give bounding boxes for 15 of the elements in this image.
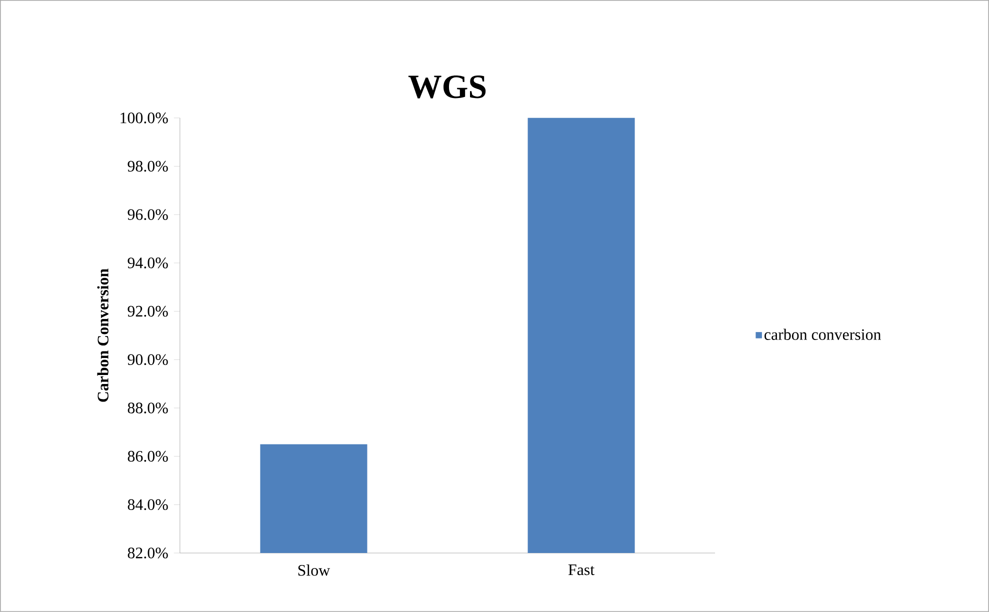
- y-tick-label: 100.0%: [120, 112, 168, 124]
- x-tick-label: Fast: [568, 564, 594, 576]
- y-tick-label: 90.0%: [128, 354, 168, 366]
- chart-title: WGS: [408, 76, 486, 98]
- y-axis-title: Carbon Conversion: [97, 268, 108, 402]
- y-tick-label: 98.0%: [128, 160, 168, 172]
- legend-label: carbon conversion: [764, 328, 882, 340]
- y-tick-label: 86.0%: [128, 450, 168, 462]
- y-tick-label: 94.0%: [128, 258, 168, 268]
- x-tick-label: Slow: [298, 564, 330, 576]
- y-tick-label: 92.0%: [128, 306, 168, 317]
- y-tick-label: 88.0%: [128, 402, 168, 414]
- y-tick-label: 82.0%: [128, 548, 168, 558]
- y-tick-label: 96.0%: [128, 209, 168, 220]
- y-tick-label: 84.0%: [128, 499, 168, 510]
